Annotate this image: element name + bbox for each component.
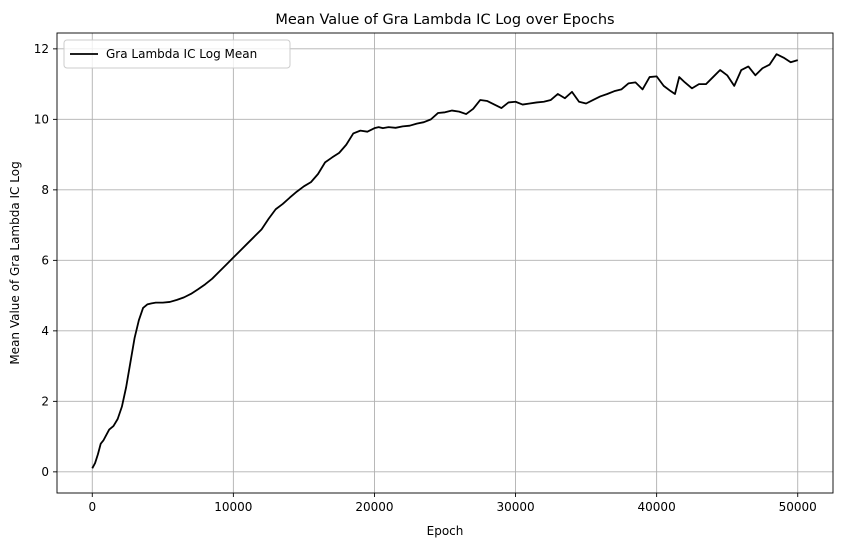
series-layer — [91, 53, 798, 469]
y-tick-label: 8 — [41, 183, 49, 197]
legend-box — [63, 39, 291, 69]
y-tick-label: 0 — [41, 465, 49, 479]
legend-label: Gra Lambda IC Log Mean — [106, 47, 257, 61]
series-line — [91, 53, 798, 469]
y-tick-label: 10 — [34, 112, 49, 126]
chart-title: Mean Value of Gra Lambda IC Log over Epo… — [275, 12, 614, 28]
x-axis: 0 10000 20000 30000 40000 50000 — [88, 493, 817, 514]
y-tick-label: 12 — [34, 42, 49, 56]
grid-lines — [57, 33, 833, 493]
y-axis: 0 2 4 6 8 10 12 — [34, 42, 57, 479]
y-tick-label: 4 — [41, 324, 49, 338]
x-tick-label: 10000 — [214, 500, 252, 514]
y-axis-label: Mean Value of Gra Lambda IC Log — [8, 161, 22, 364]
x-tick-label: 20000 — [355, 500, 393, 514]
x-tick-label: 40000 — [638, 500, 676, 514]
legend: Gra Lambda IC Log Mean — [63, 39, 291, 69]
plot-frame — [56, 32, 834, 494]
x-axis-label: Epoch — [427, 524, 464, 538]
x-tick-label: 50000 — [779, 500, 817, 514]
x-tick-label: 0 — [88, 500, 96, 514]
x-tick-label: 30000 — [496, 500, 534, 514]
y-tick-label: 2 — [41, 394, 49, 408]
y-tick-label: 6 — [41, 253, 49, 267]
